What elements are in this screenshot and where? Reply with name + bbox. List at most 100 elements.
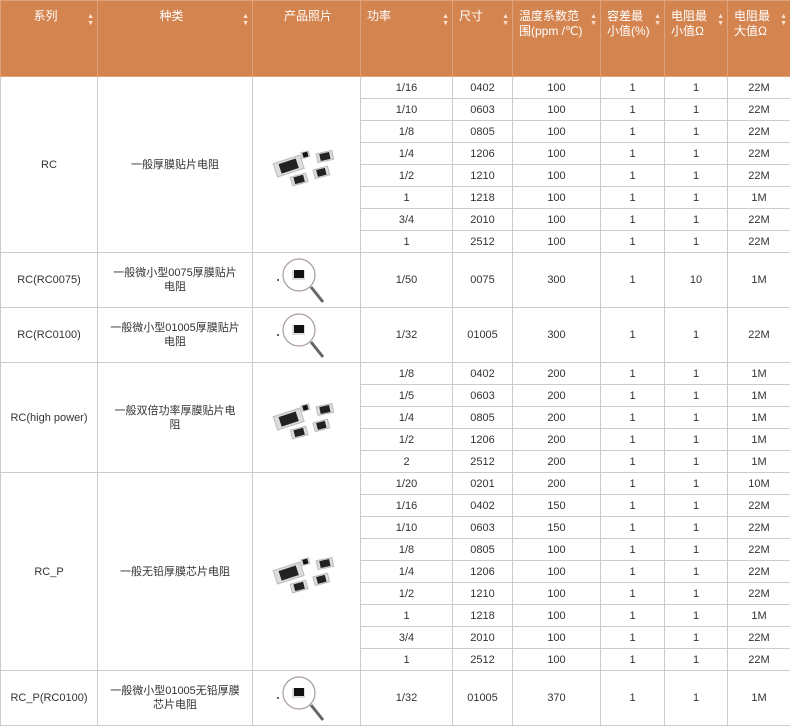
min-resistance-cell: 1 [665,429,728,451]
min-resistance-cell: 1 [665,121,728,143]
tolerance-cell: 1 [601,385,665,407]
size-cell: 1206 [453,429,513,451]
column-label: 尺寸 [459,9,499,24]
size-cell: 0805 [453,407,513,429]
sort-icon[interactable]: ▲▼ [242,13,249,27]
tcr-cell: 200 [513,473,601,495]
tolerance-cell: 1 [601,77,665,99]
type-cell: 一般双倍功率厚膜贴片电阻 [98,363,253,473]
column-label: 系列 [7,9,84,24]
power-cell: 1/16 [361,77,453,99]
min-resistance-cell: 1 [665,407,728,429]
tolerance-cell: 1 [601,99,665,121]
size-cell: 0603 [453,99,513,121]
power-cell: 1/2 [361,583,453,605]
power-cell: 1/32 [361,671,453,726]
tcr-cell: 100 [513,539,601,561]
magnifier-icon [277,255,337,305]
chips-icon [271,550,343,594]
min-resistance-cell: 1 [665,308,728,363]
sort-icon[interactable]: ▲▼ [717,13,724,27]
tolerance-cell: 1 [601,671,665,726]
power-cell: 1 [361,605,453,627]
power-cell: 1/2 [361,429,453,451]
column-header[interactable]: 温度系数范围(ppm /℃)▲▼ [513,1,601,77]
tcr-cell: 100 [513,77,601,99]
min-resistance-cell: 1 [665,165,728,187]
max-resistance-cell: 10M [728,473,790,495]
power-cell: 1/5 [361,385,453,407]
tcr-cell: 100 [513,605,601,627]
size-cell: 01005 [453,308,513,363]
tcr-cell: 100 [513,209,601,231]
min-resistance-cell: 1 [665,187,728,209]
max-resistance-cell: 22M [728,649,790,671]
size-cell: 1210 [453,165,513,187]
max-resistance-cell: 22M [728,143,790,165]
tcr-cell: 150 [513,495,601,517]
power-cell: 3/4 [361,209,453,231]
column-header[interactable]: 容差最小值(%)▲▼ [601,1,665,77]
tcr-cell: 100 [513,121,601,143]
column-header[interactable]: 功率▲▼ [361,1,453,77]
min-resistance-cell: 1 [665,231,728,253]
size-cell: 1210 [453,583,513,605]
tolerance-cell: 1 [601,583,665,605]
column-header[interactable]: 电阻最大值Ω▲▼ [728,1,790,77]
power-cell: 1/10 [361,99,453,121]
sort-icon[interactable]: ▲▼ [502,13,509,27]
table-header: 系列▲▼种类▲▼产品照片功率▲▼尺寸▲▼温度系数范围(ppm /℃)▲▼容差最小… [1,1,790,77]
column-label: 产品照片 [259,9,357,24]
sort-icon[interactable]: ▲▼ [590,13,597,27]
size-cell: 2512 [453,231,513,253]
column-header[interactable]: 尺寸▲▼ [453,1,513,77]
power-cell: 1/4 [361,407,453,429]
max-resistance-cell: 22M [728,583,790,605]
power-cell: 1/8 [361,121,453,143]
tolerance-cell: 1 [601,308,665,363]
column-header[interactable]: 电阻最小值Ω▲▼ [665,1,728,77]
tcr-cell: 200 [513,407,601,429]
series-cell: RC_P(RC0100) [1,671,98,726]
max-resistance-cell: 22M [728,308,790,363]
tcr-cell: 200 [513,385,601,407]
power-cell: 1/20 [361,473,453,495]
min-resistance-cell: 1 [665,539,728,561]
power-cell: 1/10 [361,517,453,539]
column-header[interactable]: 系列▲▼ [1,1,98,77]
tolerance-cell: 1 [601,495,665,517]
power-cell: 1/8 [361,363,453,385]
sort-icon[interactable]: ▲▼ [654,13,661,27]
tcr-cell: 100 [513,561,601,583]
column-header[interactable]: 种类▲▼ [98,1,253,77]
max-resistance-cell: 22M [728,539,790,561]
tolerance-cell: 1 [601,605,665,627]
min-resistance-cell: 1 [665,209,728,231]
type-cell: 一般微小型01005无铅厚膜芯片电阻 [98,671,253,726]
power-cell: 3/4 [361,627,453,649]
tolerance-cell: 1 [601,187,665,209]
size-cell: 0603 [453,385,513,407]
tolerance-cell: 1 [601,429,665,451]
series-cell: RC(high power) [1,363,98,473]
magnifier-icon [277,310,337,360]
min-resistance-cell: 1 [665,77,728,99]
size-cell: 1206 [453,143,513,165]
min-resistance-cell: 1 [665,605,728,627]
size-cell: 0805 [453,121,513,143]
sort-icon[interactable]: ▲▼ [87,13,94,27]
sort-icon[interactable]: ▲▼ [780,13,787,27]
max-resistance-cell: 1M [728,363,790,385]
min-resistance-cell: 1 [665,583,728,605]
size-cell: 0075 [453,253,513,308]
tcr-cell: 100 [513,143,601,165]
sort-icon[interactable]: ▲▼ [442,13,449,27]
size-cell: 0402 [453,495,513,517]
type-cell: 一般微小型0075厚膜贴片电阻 [98,253,253,308]
max-resistance-cell: 22M [728,517,790,539]
